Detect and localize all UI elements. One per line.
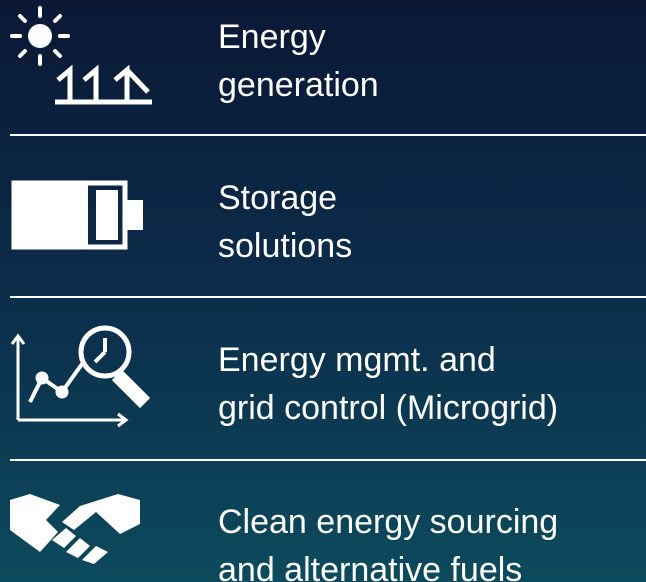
separators <box>10 134 646 461</box>
generation-icon <box>10 6 152 105</box>
item-label: grid control (Microgrid) <box>218 389 558 427</box>
item-label: generation <box>218 66 379 104</box>
item-label: Clean energy sourcing <box>218 503 558 541</box>
storage-icon <box>11 180 143 250</box>
item-label: Storage <box>218 179 337 217</box>
microgrid-icon <box>10 325 151 428</box>
sourcing-icon <box>10 494 140 564</box>
item-label: Energy <box>218 18 326 56</box>
item-label: and alternative fuels <box>218 551 522 582</box>
item-label: solutions <box>218 227 352 265</box>
item-label: Energy mgmt. and <box>218 341 496 379</box>
